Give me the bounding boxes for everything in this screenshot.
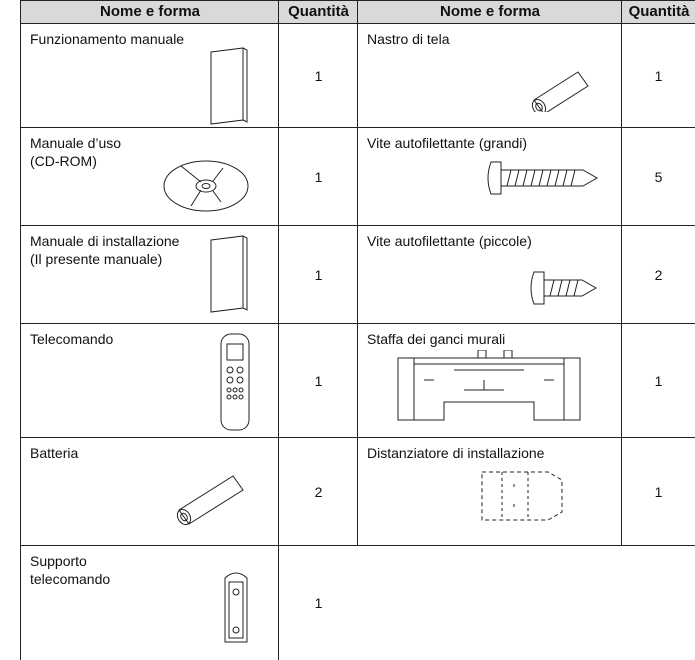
item-illustration <box>531 71 589 112</box>
item-name: Funzionamento manuale <box>30 31 185 47</box>
item-quantity: 1 <box>314 68 323 84</box>
item-quantity: 1 <box>654 68 663 84</box>
name-cell: Distanziatore di installazione <box>357 437 622 546</box>
name-cell: Manuale d’uso (CD-ROM) <box>20 127 279 226</box>
item-quantity: 5 <box>654 169 663 185</box>
quantity-cell: 1 <box>278 323 358 438</box>
quantity-cell: 1 <box>278 23 358 128</box>
item-quantity: 2 <box>314 484 323 500</box>
item-name: Nastro di tela <box>367 31 450 47</box>
name-cell: Telecomando <box>20 323 279 438</box>
item-illustration <box>487 161 599 195</box>
quantity-cell: 1 <box>621 437 695 546</box>
name-cell: Funzionamento manuale <box>20 23 279 128</box>
item-illustration <box>481 471 563 521</box>
header-cell: Nome e forma <box>20 0 279 24</box>
item-illustration <box>163 160 249 212</box>
name-cell: Nastro di tela <box>357 23 622 128</box>
name-cell: Vite autofilettante (grandi) <box>357 127 622 226</box>
item-illustration <box>220 333 250 431</box>
item-quantity: 1 <box>314 595 323 611</box>
item-name: Distanziatore di installazione <box>367 445 545 461</box>
quantity-cell: 1 <box>621 23 695 128</box>
item-name: Vite autofilettante (piccole) <box>367 233 532 249</box>
quantity-cell: 2 <box>278 437 358 546</box>
header-cell: Nome e forma <box>357 0 622 24</box>
item-name: Batteria <box>30 445 79 461</box>
item-illustration <box>224 572 248 643</box>
row-border <box>357 545 695 546</box>
item-quantity: 1 <box>314 267 323 283</box>
item-quantity: 1 <box>314 373 323 389</box>
item-quantity: 1 <box>654 484 663 500</box>
item-quantity: 1 <box>654 373 663 389</box>
item-quantity: 1 <box>314 169 323 185</box>
item-name: Staffa dei ganci murali <box>367 331 506 347</box>
item-name: Manuale di installazione (Il presente ma… <box>30 233 180 267</box>
name-cell: Supporto telecomando <box>20 545 279 660</box>
item-name: Vite autofilettante (grandi) <box>367 135 528 151</box>
item-illustration <box>210 235 248 313</box>
item-illustration <box>210 47 248 125</box>
item-illustration <box>176 475 244 525</box>
quantity-cell: 1 <box>278 127 358 226</box>
item-name: Supporto telecomando <box>30 553 111 587</box>
name-cell: Batteria <box>20 437 279 546</box>
item-quantity: 2 <box>654 267 663 283</box>
item-name: Telecomando <box>30 331 114 347</box>
name-cell: Staffa dei ganci murali <box>357 323 622 438</box>
quantity-cell: 1 <box>278 545 358 660</box>
quantity-cell: 1 <box>621 323 695 438</box>
name-cell: Vite autofilettante (piccole) <box>357 225 622 324</box>
header-cell: Quantità <box>278 0 358 24</box>
header-cell: Quantità <box>621 0 695 24</box>
item-name: Manuale d’uso (CD-ROM) <box>30 135 122 169</box>
item-illustration <box>530 271 598 305</box>
item-illustration <box>397 350 581 421</box>
quantity-cell: 1 <box>278 225 358 324</box>
name-cell: Manuale di installazione (Il presente ma… <box>20 225 279 324</box>
quantity-cell: 2 <box>621 225 695 324</box>
quantity-cell: 5 <box>621 127 695 226</box>
